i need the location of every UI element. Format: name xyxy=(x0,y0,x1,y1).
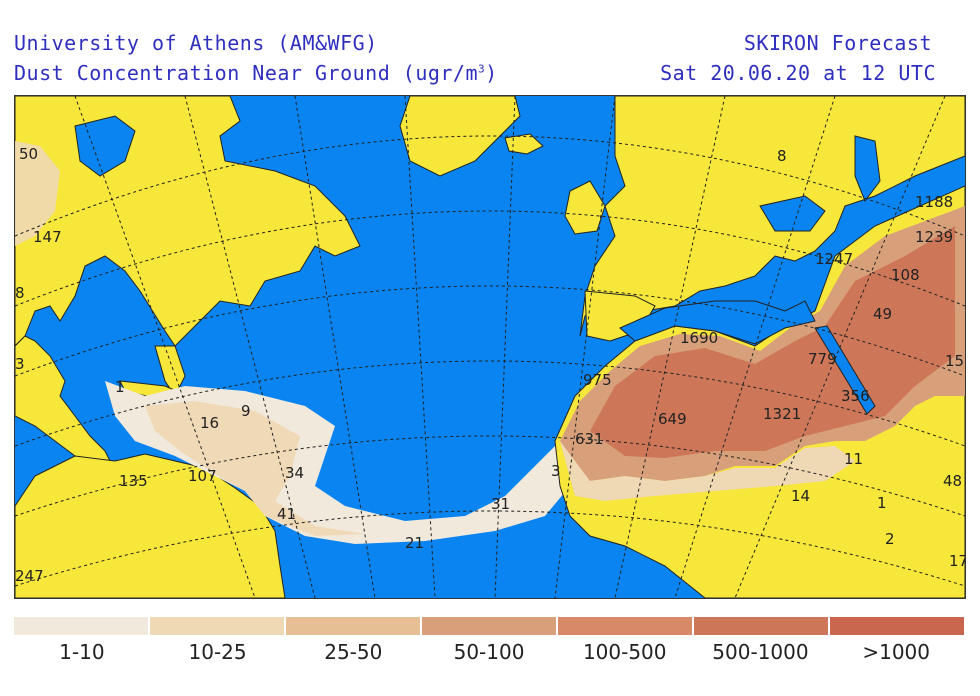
value-label: 9 xyxy=(241,402,251,420)
dust-plume-core xyxy=(145,401,365,536)
legend-swatch xyxy=(286,617,422,635)
value-label: 1239 xyxy=(915,228,953,246)
red-sea xyxy=(814,325,876,415)
value-label: 158 xyxy=(945,352,965,370)
value-label: 3 xyxy=(551,462,561,480)
legend-swatch xyxy=(558,617,694,635)
value-label: 1321 xyxy=(763,405,801,423)
north-america-land xyxy=(15,96,361,347)
value-label: 1 xyxy=(877,494,887,512)
value-label: 50 xyxy=(19,145,38,163)
value-label: 147 xyxy=(33,228,62,246)
legend-label: 10-25 xyxy=(188,640,247,664)
value-label: 356 xyxy=(841,387,870,405)
forecast-date: Sat 20.06.20 at 12 UTC xyxy=(660,61,936,85)
value-label: 14 xyxy=(791,487,810,505)
legend-labels: 1-10 10-25 25-50 50-100 100-500 500-1000 >1000 xyxy=(14,640,964,664)
value-label: 1690 xyxy=(680,329,718,347)
legend-swatch xyxy=(150,617,286,635)
value-label: 649 xyxy=(658,410,687,428)
org-title: University of Athens (AM&WFG) xyxy=(14,31,378,55)
british-isles-land xyxy=(564,180,606,235)
legend-swatch xyxy=(14,617,150,635)
map-canvas: 50 147 8 3 1 16 9 135 107 34 41 21 31 3 … xyxy=(15,96,965,598)
legend-colorbar xyxy=(14,617,964,635)
value-label: 247 xyxy=(15,567,44,585)
value-label: 135 xyxy=(119,472,148,490)
value-label: 779 xyxy=(808,350,837,368)
florida-land xyxy=(154,345,186,397)
value-label: 8 xyxy=(777,147,787,165)
value-label: 1 xyxy=(115,378,125,396)
iceland-land xyxy=(504,133,544,155)
legend-label: >1000 xyxy=(862,640,930,664)
legend-swatch xyxy=(422,617,558,635)
value-label: 48 xyxy=(943,472,962,490)
value-label: 2 xyxy=(885,530,895,548)
dust-na-west xyxy=(15,141,60,246)
legend-swatch xyxy=(830,617,964,635)
value-label: 49 xyxy=(873,305,892,323)
value-label: 16 xyxy=(200,414,219,432)
value-label: 631 xyxy=(575,430,604,448)
hudson-bay xyxy=(74,115,136,177)
caspian-sea xyxy=(854,135,881,203)
value-label: 11 xyxy=(844,450,863,468)
legend-label: 25-50 xyxy=(324,640,383,664)
value-label: 34 xyxy=(285,464,304,482)
legend-label: 50-100 xyxy=(453,640,525,664)
legend-swatch xyxy=(694,617,830,635)
graticule xyxy=(15,96,965,598)
value-label: 41 xyxy=(277,505,296,523)
value-label: 1247 xyxy=(815,250,853,268)
dust-values: 50 147 8 3 1 16 9 135 107 34 41 21 31 3 … xyxy=(15,145,965,585)
black-sea xyxy=(759,195,826,232)
dust-map: 50 147 8 3 1 16 9 135 107 34 41 21 31 3 … xyxy=(14,95,966,599)
model-title: SKIRON Forecast xyxy=(743,31,932,55)
south-america-land xyxy=(15,453,286,598)
value-label: 31 xyxy=(491,495,510,513)
product-title: Dust Concentration Near Ground (ugr/m3) xyxy=(14,61,498,85)
legend-label: 100-500 xyxy=(582,640,667,664)
value-label: 107 xyxy=(188,467,217,485)
legend-label: 500-1000 xyxy=(712,640,809,664)
dust-sahel xyxy=(560,441,855,501)
value-label: 21 xyxy=(405,534,424,552)
value-label: 1188 xyxy=(915,193,953,211)
value-label: 108 xyxy=(891,266,920,284)
value-label: 975 xyxy=(583,371,612,389)
value-label: 3 xyxy=(15,355,25,373)
value-label: 8 xyxy=(15,284,25,302)
legend-label: 1-10 xyxy=(59,640,105,664)
value-label: 17 xyxy=(949,552,965,570)
